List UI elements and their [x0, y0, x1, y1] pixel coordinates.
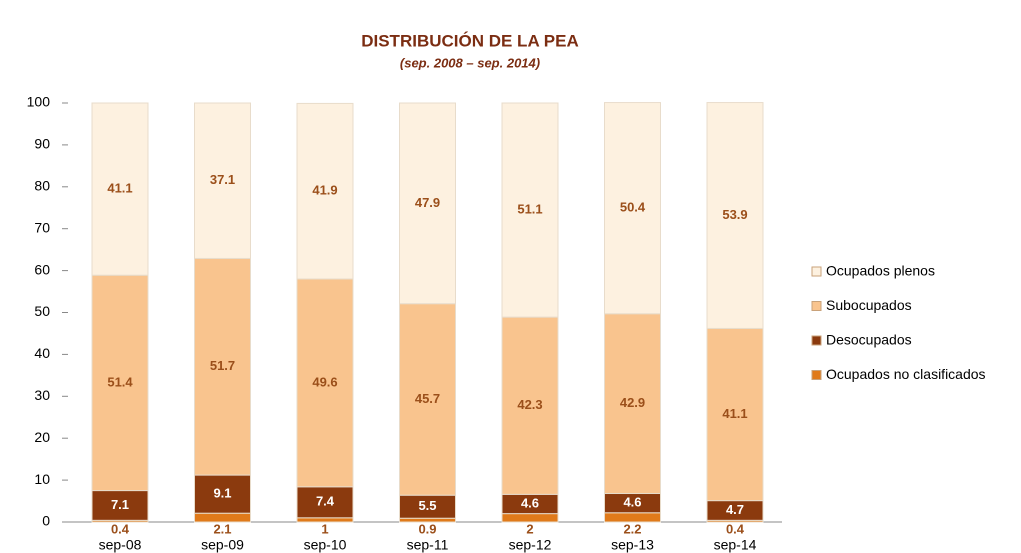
value-label: 42.3 — [517, 397, 542, 412]
legend-swatch — [812, 302, 821, 311]
chart: DISTRIBUCIÓN DE LA PEA (sep. 2008 – sep.… — [0, 0, 1021, 553]
value-label: 2.1 — [213, 521, 231, 536]
value-label: 53.9 — [722, 207, 747, 222]
value-label: 2 — [526, 521, 533, 536]
y-tick-label: 30 — [34, 387, 50, 403]
value-label: 47.9 — [415, 195, 440, 210]
y-tick-label: 60 — [34, 261, 50, 277]
value-label: 49.6 — [312, 374, 337, 389]
value-label: 42.9 — [620, 395, 645, 410]
value-label: 0.9 — [418, 521, 436, 536]
legend-swatch — [812, 336, 821, 345]
value-label: 45.7 — [415, 391, 440, 406]
y-tick-label: 80 — [34, 178, 50, 194]
legend-label: Desocupados — [826, 332, 912, 348]
y-tick-label: 100 — [27, 94, 51, 110]
value-label: 4.6 — [623, 495, 641, 510]
value-label: 4.7 — [726, 502, 744, 517]
value-label: 51.1 — [517, 201, 542, 216]
value-label: 2.2 — [623, 521, 641, 536]
legend-label: Ocupados plenos — [826, 263, 935, 279]
legend-swatch — [812, 267, 821, 276]
legend-label: Subocupados — [826, 297, 912, 313]
value-label: 41.9 — [312, 183, 337, 198]
value-label: 50.4 — [620, 200, 646, 215]
value-label: 37.1 — [210, 172, 235, 187]
y-tick-label: 90 — [34, 136, 50, 152]
x-tick-label: sep-08 — [99, 537, 142, 553]
value-label: 0.4 — [726, 521, 745, 536]
y-tick-label: 50 — [34, 303, 50, 319]
value-label: 9.1 — [213, 486, 231, 501]
value-label: 4.6 — [521, 495, 539, 510]
x-tick-label: sep-12 — [509, 537, 552, 553]
value-label: 51.4 — [107, 374, 133, 389]
y-tick-label: 0 — [42, 513, 50, 529]
x-tick-label: sep-13 — [611, 537, 654, 553]
y-tick-label: 10 — [34, 471, 50, 487]
chart-title: DISTRIBUCIÓN DE LA PEA — [361, 31, 579, 50]
x-tick-label: sep-10 — [304, 537, 347, 553]
x-tick-label: sep-14 — [714, 537, 757, 553]
y-tick-label: 20 — [34, 429, 50, 445]
value-label: 41.1 — [722, 406, 747, 421]
value-label: 51.7 — [210, 358, 235, 373]
value-label: 7.4 — [316, 494, 335, 509]
x-tick-label: sep-11 — [407, 537, 449, 553]
value-label: 0.4 — [111, 521, 130, 536]
chart-subtitle: (sep. 2008 – sep. 2014) — [400, 55, 540, 70]
x-tick-label: sep-09 — [201, 537, 244, 553]
y-tick-label: 40 — [34, 345, 50, 361]
legend-swatch — [812, 371, 821, 380]
value-label: 7.1 — [111, 497, 129, 512]
value-label: 41.1 — [107, 181, 132, 196]
value-label: 5.5 — [418, 498, 436, 513]
legend-label: Ocupados no clasificados — [826, 366, 986, 382]
y-tick-label: 70 — [34, 219, 50, 235]
value-label: 1 — [321, 521, 328, 536]
